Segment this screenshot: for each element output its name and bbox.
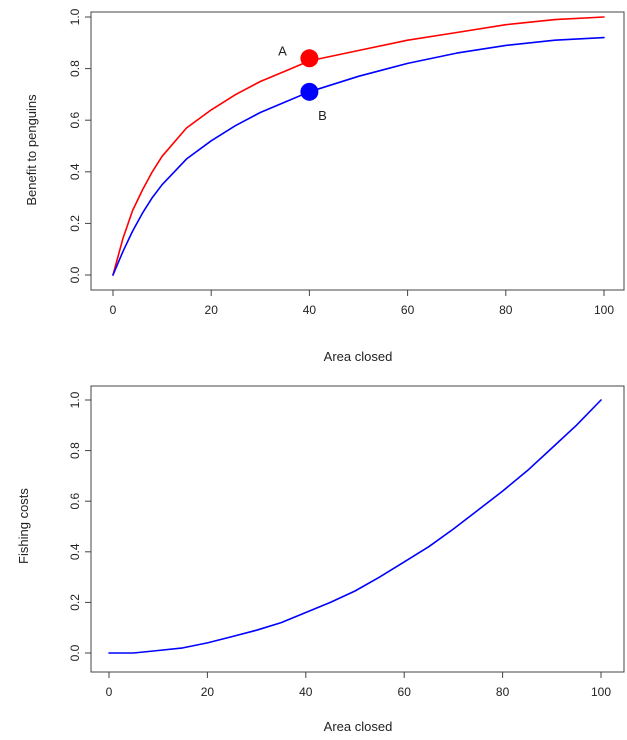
point-a: [300, 49, 319, 68]
series-line-0: [112, 16, 605, 276]
y-tick-label: 0.2: [68, 215, 82, 232]
x-tick-label: 80: [496, 685, 510, 699]
y-tick-label: 0.6: [68, 112, 82, 129]
plot-frame: [90, 11, 625, 291]
x-tick-label: 20: [201, 685, 215, 699]
y-tick-label: 0.2: [68, 594, 82, 611]
y-tick-label: 0.4: [68, 543, 82, 560]
point-label-a: A: [278, 43, 287, 58]
y-tick-label: 0.0: [68, 266, 82, 283]
series-layer: [112, 16, 605, 276]
y-tick-label: 1.0: [68, 391, 82, 408]
y-tick-label: 0.4: [68, 163, 82, 180]
x-tick-label: 100: [594, 303, 614, 317]
x-tick-label: 80: [499, 303, 513, 317]
plot-frame: [90, 385, 625, 673]
y-axis-ticks: 0.0 0.2 0.4 0.6 0.8 1.0: [68, 8, 91, 283]
x-tick-label: 60: [398, 685, 412, 699]
point-layer: AB: [278, 43, 327, 123]
y-axis-title: Benefit to penguins: [24, 94, 39, 206]
x-axis-ticks: 0 20 40 60 80 100: [110, 290, 614, 317]
y-tick-label: 1.0: [68, 8, 82, 25]
x-axis-title: Area closed: [324, 349, 393, 364]
x-tick-label: 100: [591, 685, 611, 699]
x-tick-label: 60: [401, 303, 415, 317]
x-tick-label: 0: [110, 303, 117, 317]
series-line-1: [112, 36, 605, 276]
point-b: [300, 82, 319, 101]
y-tick-label: 0.8: [68, 442, 82, 459]
x-tick-label: 40: [303, 303, 317, 317]
y-axis-ticks: 0.0 0.2 0.4 0.6 0.8 1.0: [68, 391, 91, 661]
y-tick-label: 0.6: [68, 493, 82, 510]
x-axis-ticks: 0 20 40 60 80 100: [106, 672, 611, 699]
x-tick-label: 40: [299, 685, 313, 699]
x-axis-title: Area closed: [324, 719, 393, 734]
series-line-0: [108, 399, 602, 654]
fishing-costs-chart: 0 20 40 60 80 100 0.0 0.2 0.4 0.6 0.8 1.0 Area clo…: [16, 385, 625, 734]
series-layer: [108, 399, 602, 654]
y-axis-title: Fishing costs: [16, 488, 31, 564]
benefit-chart: 0 20 40 60 80 100 0.0 0.2 0.4 0.6 0.8 1.0 Area clo…: [24, 8, 625, 364]
y-tick-label: 0.8: [68, 60, 82, 77]
y-tick-label: 0.0: [68, 644, 82, 661]
x-tick-label: 0: [106, 685, 113, 699]
x-tick-label: 20: [205, 303, 219, 317]
point-label-b: B: [318, 108, 327, 123]
